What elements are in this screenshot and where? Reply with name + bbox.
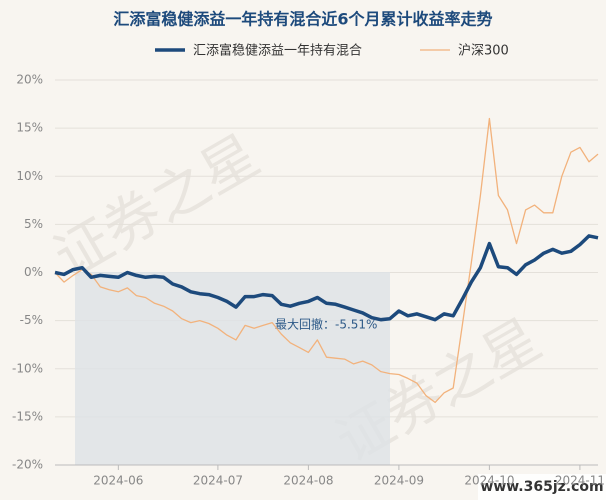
drawdown-shade: [75, 272, 390, 465]
y-tick-label: -5%: [20, 313, 43, 327]
series-line: [54, 234, 599, 322]
y-tick-label: 5%: [24, 217, 43, 231]
chart-title: 汇添富稳健添益一年持有混合近6个月累计收益率走势: [113, 10, 492, 29]
y-tick-label: -20%: [12, 458, 43, 472]
y-tick-label: -10%: [12, 361, 43, 375]
series-line: [54, 117, 599, 404]
y-tick-label: 20%: [16, 73, 43, 87]
legend-label: 汇添富稳健添益一年持有混合: [193, 43, 362, 59]
annotation: 最大回撤：-5.51%: [275, 317, 377, 332]
x-tick-label: 2024-10: [464, 474, 514, 488]
x-tick-label: 2024-09: [374, 474, 424, 488]
y-tick-label: 0%: [24, 265, 43, 279]
x-tick-label: 2024-08: [283, 474, 333, 488]
legend-label: 沪深300: [458, 43, 509, 59]
y-tick-label: -15%: [12, 409, 43, 423]
y-tick-label: 15%: [16, 121, 43, 135]
y-tick-label: 10%: [16, 169, 43, 183]
x-tick-label: 2024-06: [93, 474, 143, 488]
x-tick-label: 2024-11: [555, 474, 605, 488]
site-watermark: www.365jz.com: [480, 479, 603, 495]
x-tick-label: 2024-07: [193, 474, 243, 488]
site-watermark-bg: [478, 474, 606, 500]
